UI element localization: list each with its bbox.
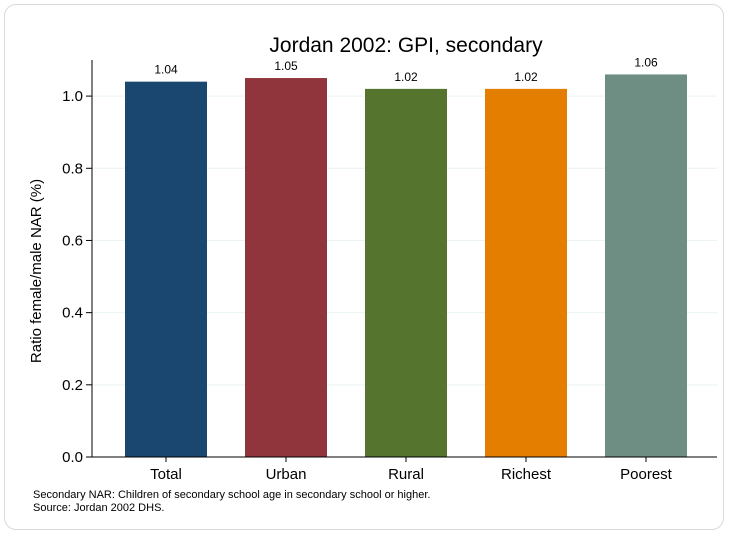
- bar-rural: [365, 88, 447, 457]
- chart-title: Jordan 2002: GPI, secondary: [269, 34, 543, 57]
- x-tick-label: Total: [150, 466, 182, 483]
- y-tick-label: 0.0: [62, 449, 83, 466]
- x-tick-label: Rural: [388, 466, 424, 483]
- data-label: 1.05: [274, 59, 298, 73]
- y-tick-label: 0.6: [62, 232, 83, 249]
- footnote-definition: Secondary NAR: Children of secondary sch…: [33, 489, 431, 501]
- bar-poorest: [605, 74, 687, 457]
- bars: [125, 74, 687, 458]
- data-label: 1.06: [634, 55, 658, 69]
- data-label: 1.04: [154, 63, 178, 77]
- y-tick-label: 0.4: [62, 305, 83, 322]
- x-tick-label: Poorest: [620, 466, 673, 483]
- data-label: 1.02: [514, 70, 538, 84]
- bar-total: [125, 81, 207, 458]
- chart-frame: [4, 4, 724, 530]
- x-tick-label: Richest: [501, 466, 552, 483]
- x-tick-label: Urban: [266, 466, 307, 483]
- footnote-source: Source: Jordan 2002 DHS.: [33, 502, 165, 514]
- y-tick-label: 0.2: [62, 377, 83, 394]
- y-tick-label: 1.0: [62, 88, 83, 105]
- value-labels: 1.04 1.05 1.02 1.02 1.06: [154, 55, 658, 83]
- bar-richest: [485, 88, 567, 457]
- y-axis-label: Ratio female/male NAR (%): [28, 179, 45, 363]
- bar-urban: [245, 78, 327, 457]
- x-axis: Total Urban Rural Richest Poorest: [92, 456, 717, 483]
- data-label: 1.02: [394, 70, 418, 84]
- y-axis: 0.0 0.2 0.4 0.6 0.8 1.0: [62, 60, 93, 466]
- y-tick-label: 0.8: [62, 160, 83, 177]
